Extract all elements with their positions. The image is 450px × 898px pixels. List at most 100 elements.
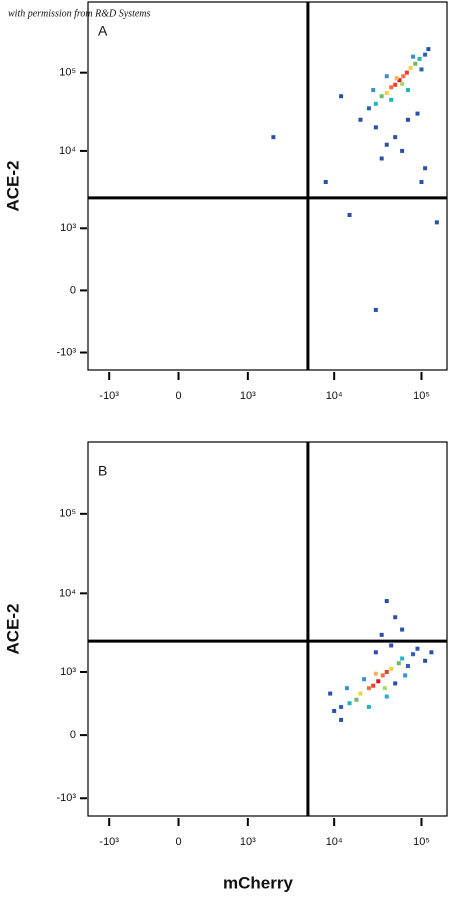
event-point bbox=[394, 76, 399, 81]
event-point bbox=[362, 677, 367, 682]
y-tick-label: 10³ bbox=[60, 666, 76, 678]
y-axis-title: ACE-2 bbox=[3, 603, 22, 654]
event-point bbox=[411, 54, 416, 59]
event-point bbox=[358, 117, 363, 122]
event-point bbox=[423, 658, 428, 663]
event-point bbox=[403, 673, 408, 678]
event-point bbox=[419, 67, 424, 72]
event-point bbox=[384, 74, 389, 79]
event-point bbox=[380, 673, 385, 678]
event-point bbox=[389, 97, 394, 102]
y-tick-label: 10⁴ bbox=[59, 587, 76, 599]
event-point bbox=[379, 156, 384, 161]
x-tick-label: 10⁴ bbox=[326, 836, 343, 848]
x-tick-label: 10⁵ bbox=[413, 836, 430, 848]
event-point bbox=[429, 650, 434, 655]
event-point bbox=[419, 180, 424, 185]
event-point bbox=[393, 82, 398, 87]
event-point bbox=[405, 663, 410, 668]
x-tick-label: -10³ bbox=[99, 390, 119, 402]
event-point bbox=[389, 666, 394, 671]
x-tick-label: 10³ bbox=[240, 390, 256, 402]
event-point bbox=[423, 52, 428, 57]
event-point bbox=[404, 70, 409, 75]
event-point bbox=[408, 65, 413, 70]
event-point bbox=[400, 627, 405, 632]
event-point bbox=[434, 220, 439, 225]
event-point bbox=[393, 615, 398, 620]
x-tick-label: 10⁴ bbox=[326, 390, 343, 402]
event-point bbox=[411, 652, 416, 657]
event-point bbox=[347, 212, 352, 217]
y-tick-label: 10³ bbox=[60, 222, 76, 234]
event-point bbox=[332, 708, 337, 713]
event-point bbox=[339, 94, 344, 99]
panel-label: B bbox=[98, 463, 107, 479]
event-point bbox=[415, 646, 420, 651]
event-point bbox=[417, 56, 422, 61]
event-point bbox=[379, 94, 384, 99]
event-point bbox=[373, 307, 378, 312]
event-point bbox=[405, 88, 410, 93]
event-point bbox=[396, 661, 401, 666]
x-tick-label: -10³ bbox=[99, 836, 119, 848]
x-tick-label: 10⁵ bbox=[413, 390, 430, 402]
event-point bbox=[413, 61, 418, 66]
y-tick-label: 0 bbox=[70, 729, 76, 741]
y-axis-title: ACE-2 bbox=[3, 160, 22, 211]
event-point bbox=[323, 180, 328, 185]
plot-frame bbox=[87, 441, 448, 817]
event-point bbox=[400, 148, 405, 153]
event-point bbox=[405, 117, 410, 122]
event-point bbox=[373, 125, 378, 130]
y-tick-label: 0 bbox=[70, 284, 76, 296]
event-point bbox=[393, 681, 398, 686]
event-point bbox=[384, 669, 389, 674]
event-point bbox=[366, 106, 371, 111]
event-point bbox=[339, 704, 344, 709]
x-axis-title: mCherry bbox=[223, 873, 293, 892]
panel-label: A bbox=[98, 23, 108, 39]
event-point bbox=[393, 135, 398, 140]
event-point bbox=[379, 632, 384, 637]
event-point bbox=[376, 679, 381, 684]
event-point bbox=[328, 691, 333, 696]
event-point bbox=[344, 686, 349, 691]
event-point bbox=[384, 142, 389, 147]
event-point bbox=[423, 166, 428, 171]
event-point bbox=[389, 643, 394, 648]
event-point bbox=[373, 101, 378, 106]
y-tick-label: 10⁵ bbox=[59, 67, 76, 79]
x-tick-label: 10³ bbox=[240, 836, 256, 848]
event-point bbox=[354, 697, 359, 702]
y-tick-label: 10⁵ bbox=[59, 508, 76, 520]
event-point bbox=[382, 686, 387, 691]
event-point bbox=[271, 135, 276, 140]
event-point bbox=[400, 81, 405, 86]
event-point bbox=[401, 74, 406, 79]
event-point bbox=[366, 686, 371, 691]
event-point bbox=[384, 694, 389, 699]
event-point bbox=[397, 78, 402, 83]
event-point bbox=[389, 85, 394, 90]
event-point bbox=[366, 704, 371, 709]
event-point bbox=[358, 691, 363, 696]
event-point bbox=[339, 717, 344, 722]
x-tick-label: 0 bbox=[175, 836, 181, 848]
plot-frame bbox=[87, 1, 448, 371]
y-tick-label: -10³ bbox=[56, 346, 76, 358]
y-tick-label: 10⁴ bbox=[59, 145, 76, 157]
event-point bbox=[371, 88, 376, 93]
event-point bbox=[373, 671, 378, 676]
event-point bbox=[347, 701, 352, 706]
event-point bbox=[384, 599, 389, 604]
x-tick-label: 0 bbox=[175, 390, 181, 402]
event-point bbox=[415, 111, 420, 116]
event-point bbox=[400, 656, 405, 661]
event-point bbox=[384, 90, 389, 95]
event-point bbox=[426, 47, 431, 52]
watermark: with permission from R&D Systems bbox=[8, 8, 151, 19]
y-tick-label: -10³ bbox=[56, 792, 76, 804]
event-point bbox=[371, 683, 376, 688]
